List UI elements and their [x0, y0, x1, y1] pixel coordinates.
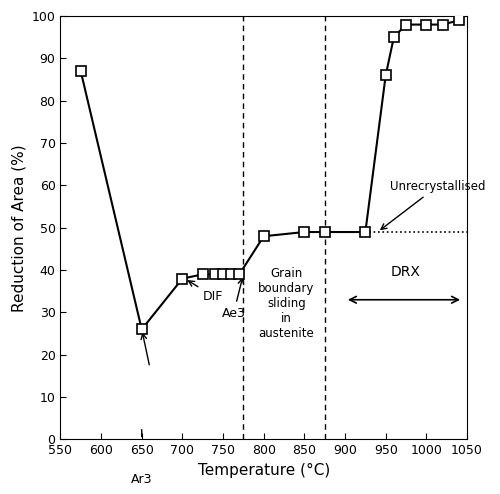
Text: DIF: DIF	[188, 281, 224, 303]
Text: Unrecrystallised: Unrecrystallised	[381, 180, 486, 229]
Text: Ar3: Ar3	[131, 473, 152, 486]
Y-axis label: Reduction of Area (%): Reduction of Area (%)	[11, 144, 26, 312]
Text: DRX: DRX	[391, 265, 421, 279]
Text: Grain
boundary
sliding
in
austenite: Grain boundary sliding in austenite	[258, 267, 314, 340]
Text: Ae3: Ae3	[222, 279, 246, 320]
X-axis label: Temperature (°C): Temperature (°C)	[198, 463, 330, 478]
